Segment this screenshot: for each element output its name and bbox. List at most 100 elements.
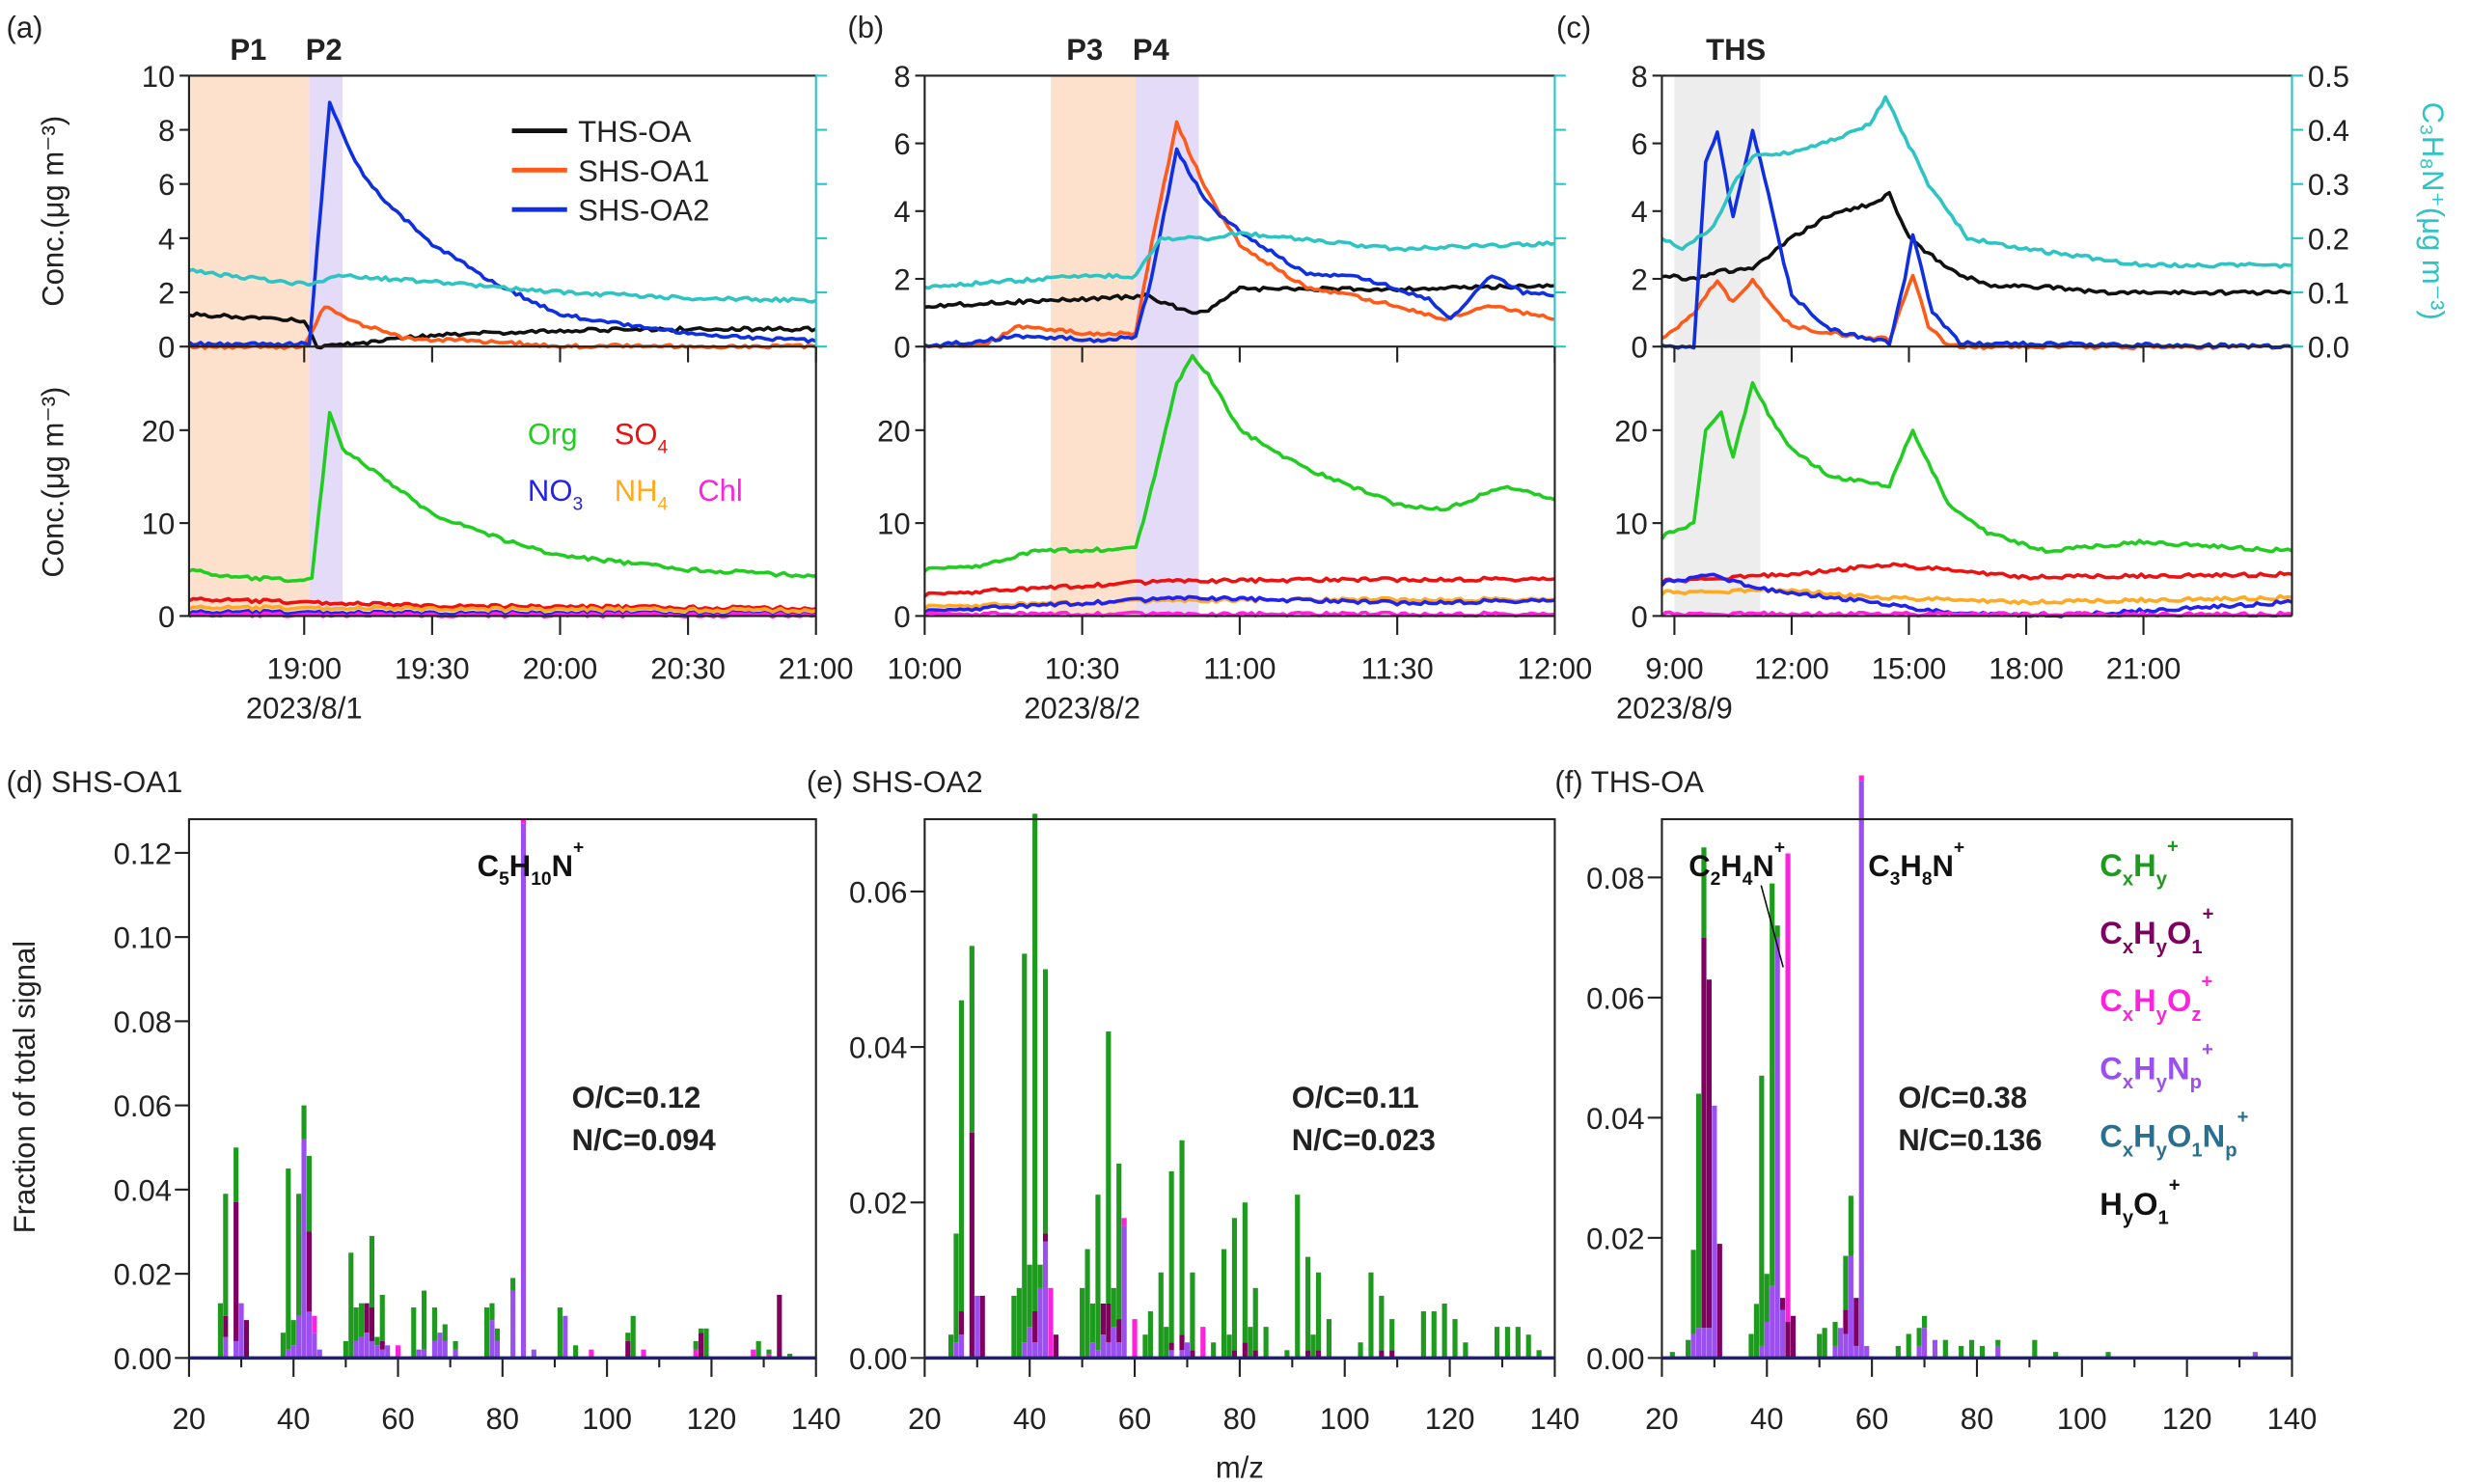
- x-tick-label: 21:00: [2106, 652, 2182, 686]
- bar-e-mz97-cxhy: [1326, 1319, 1331, 1359]
- bar-d-mz52-cxhynp: [353, 1340, 359, 1359]
- series-b-c3h8n: [923, 231, 1555, 290]
- x-tick-label: 60: [1118, 1402, 1152, 1436]
- bar-f-mz40-cxhynp: [1764, 1322, 1770, 1359]
- legend-label-no3: NO3​: [528, 474, 583, 514]
- bar-e-mz71-cxhy: [1190, 1272, 1195, 1351]
- y-tick-label: 2: [1632, 262, 1648, 296]
- series-b-shs-oa1: [923, 120, 1555, 349]
- bar-d-mz29-cxhynp: [233, 1340, 239, 1359]
- series-b-org: [923, 353, 1556, 573]
- y-axis-label-right: C₃H₈N⁺(μg m⁻³): [2416, 102, 2450, 320]
- bar-e-mz129-cxhy: [1494, 1327, 1500, 1359]
- bar-e-mz54-cxhyo1: [1100, 1303, 1106, 1335]
- bar-e-mz43-cxhy: [1042, 969, 1049, 1234]
- y-tick-label: 20: [1614, 414, 1648, 448]
- series-c-c3h8n: [1660, 95, 2292, 269]
- bar-f-mz65-cxhy: [1895, 1345, 1901, 1359]
- bar-d-mz40-cxhynp: [290, 1345, 296, 1359]
- y-tick-label: 0: [893, 331, 910, 365]
- bar-e-mz27-cxhyo1: [958, 1311, 965, 1335]
- bar-e-mz135-cxhy: [1525, 1334, 1531, 1359]
- bar-f-mz51-cxhy: [1822, 1328, 1827, 1359]
- series-c-shs-oa2: [1660, 128, 2292, 350]
- date-label: 2023/8/1: [246, 692, 363, 726]
- bar-e-mz60-cxhyoz: [1132, 1319, 1138, 1359]
- bar-f-mz53-cxhy: [1832, 1322, 1838, 1346]
- y-tick-label: 8: [158, 114, 175, 148]
- legend-label-nh4: NH4​: [615, 474, 669, 514]
- bar-e-mz137-cxhy: [1536, 1350, 1542, 1359]
- bar-d-mz30-cxhynp: [238, 1303, 244, 1359]
- bar-e-mz109-cxhy: [1389, 1319, 1395, 1351]
- bar-f-mz69-cxhynp: [1916, 1345, 1922, 1359]
- y-tick-label: 0.12: [114, 837, 172, 870]
- bar-f-mz133-cxhynp: [2252, 1352, 2258, 1359]
- bar-d-mz67-cxhynp: [431, 1340, 437, 1359]
- bar-f-mz41-cxhy: [1770, 883, 1775, 1286]
- y-tick-label: 0.00: [849, 1342, 907, 1376]
- y-tick-label: 6: [1632, 127, 1648, 161]
- bar-e-mz70-cxhynp: [1184, 1342, 1191, 1359]
- right-y-tick-label: 0.3: [2308, 168, 2349, 202]
- bar-d-mz40-cxhy: [290, 1320, 296, 1346]
- bar-e-mz40-cxhy: [1027, 1264, 1032, 1328]
- y-tick-label: 0.06: [849, 875, 907, 909]
- bar-d-mz41-cxhy: [296, 1194, 302, 1316]
- bar-e-mz73-cxhyoz: [1200, 1327, 1206, 1359]
- bar-e-mz69-cxhy: [1179, 1140, 1185, 1335]
- panel-label-a: (a): [7, 11, 43, 44]
- x-tick-label: 19:00: [266, 652, 342, 686]
- y-tick-label: 0.08: [1586, 862, 1644, 895]
- series-c-chl: [1660, 610, 2292, 618]
- bar-e-mz42-cxhy: [1037, 1264, 1043, 1288]
- bar-f-mz56-cxhy: [1848, 1195, 1853, 1256]
- bar-e-mz85-cxhy: [1263, 1327, 1269, 1359]
- bar-e-mz79-cxhyo1: [1231, 1350, 1238, 1359]
- bar-d-mz55-cxhy: [369, 1235, 375, 1308]
- bar-e-mz131-cxhy: [1504, 1327, 1511, 1359]
- bar-d-mz82-cxhy: [510, 1278, 516, 1291]
- x-tick-label: 20: [173, 1402, 206, 1436]
- period-label-p2: P2: [306, 33, 343, 67]
- x-tick-label: 20: [908, 1402, 942, 1436]
- bar-d-mz86-cxhynp: [531, 1349, 536, 1359]
- bar-d-mz29-cxhyo1: [233, 1201, 239, 1341]
- bar-e-mz81-cxhyo1: [1242, 1342, 1248, 1359]
- bar-e-mz94-cxhy: [1310, 1334, 1316, 1359]
- panel-label-f: (f) THS-OA: [1554, 765, 1704, 799]
- series-c-ths-oa: [1661, 190, 2292, 296]
- bar-f-mz72-cxhynp: [1932, 1339, 1938, 1359]
- x-tick-label: 40: [1750, 1402, 1784, 1436]
- y-tick-label: 2: [158, 276, 175, 310]
- bar-e-mz27-cxhynp: [958, 1334, 965, 1359]
- bar-d-mz82-cxhynp: [510, 1290, 516, 1359]
- y-tick-label: 0.08: [114, 1005, 172, 1039]
- period-label-p3: P3: [1066, 33, 1103, 67]
- bar-e-mz43-cxhyo1: [1042, 1233, 1049, 1242]
- bar-f-mz50-cxhy: [1817, 1333, 1823, 1359]
- panel-label-d: (d) SHS-OA1: [7, 765, 183, 799]
- bar-d-mz131-cxhyoz: [766, 1354, 772, 1359]
- bar-e-mz56-cxhy: [1111, 1287, 1116, 1328]
- bar-e-mz66-cxhy: [1164, 1327, 1169, 1359]
- bar-e-mz44-cxhyoz: [1048, 1287, 1054, 1359]
- bar-d-mz119-cxhy: [703, 1328, 709, 1359]
- bar-d-mz42-cxhynp: [301, 1139, 307, 1359]
- x-tick-label: 100: [1320, 1402, 1370, 1436]
- bar-d-mz56-cxhy: [374, 1336, 380, 1346]
- bar-f-mz22-cxhy: [1669, 1352, 1675, 1359]
- y-tick-label: 10: [877, 508, 910, 541]
- bar-e-mz109-cxhyo1: [1389, 1350, 1395, 1359]
- bar-f-mz29-cxhyo1: [1706, 979, 1713, 1329]
- bar-f-mz55-cxhynp: [1843, 1333, 1849, 1359]
- bar-d-mz63-cxhy: [411, 1307, 417, 1359]
- bar-f-mz27-cxhy: [1695, 1093, 1702, 1329]
- y-tick-label: 8: [893, 60, 910, 94]
- ratio-label: O/C=0.12: [572, 1081, 701, 1114]
- x-tick-label: 80: [486, 1402, 520, 1436]
- bar-e-mz67-cxhy: [1168, 1170, 1174, 1343]
- bar-f-mz28-cxhy: [1701, 847, 1707, 938]
- bar-e-mz69-cxhynp: [1179, 1350, 1185, 1359]
- bar-f-mz58-cxhyoz: [1858, 775, 1864, 782]
